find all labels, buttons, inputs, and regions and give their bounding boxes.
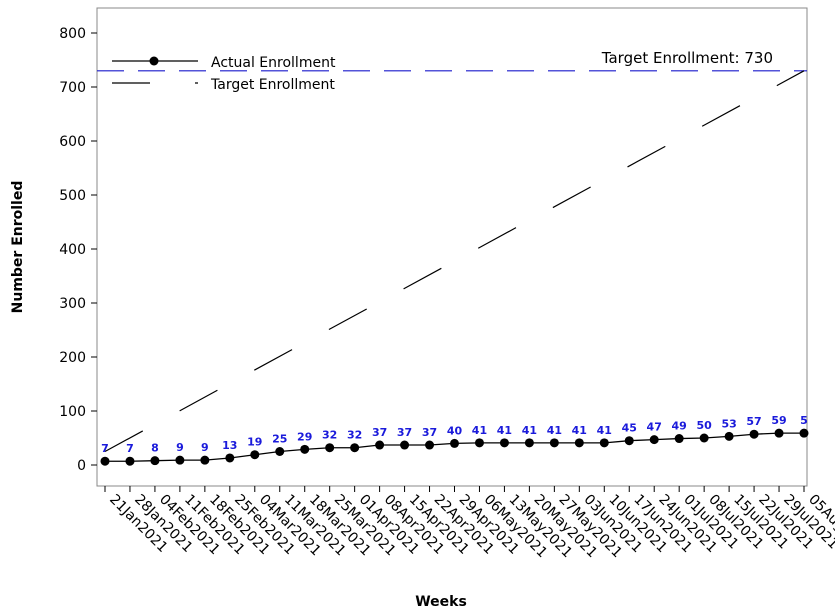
actual-point (125, 456, 135, 466)
actual-point (150, 456, 160, 466)
actual-point (474, 438, 484, 448)
data-label: 41 (597, 424, 612, 437)
reference-line-label: Target Enrollment: 730 (601, 49, 773, 67)
actual-point (624, 436, 634, 446)
y-tick-label: 100 (59, 404, 86, 420)
target-series (104, 70, 805, 453)
y-tick-label: 200 (59, 350, 86, 366)
data-label: 41 (472, 424, 487, 437)
actual-point (524, 438, 534, 448)
data-label: 53 (721, 417, 736, 430)
data-label: 37 (372, 426, 387, 439)
actual-point (799, 428, 809, 438)
target-enrollment-line (104, 70, 805, 453)
data-label: 59 (771, 414, 786, 427)
actual-point (724, 431, 734, 441)
data-label: 41 (547, 424, 562, 437)
data-label: 9 (176, 441, 184, 454)
actual-point (200, 455, 210, 465)
legend-actual-marker (149, 56, 159, 66)
data-label: 41 (522, 424, 537, 437)
data-label: 25 (272, 433, 287, 446)
actual-point (574, 438, 584, 448)
data-label: 29 (297, 430, 312, 443)
actual-point (599, 438, 609, 448)
data-label: 9 (201, 441, 209, 454)
actual-point (175, 455, 185, 465)
legend: Actual Enrollment Target Enrollment (112, 55, 336, 93)
actual-point (699, 433, 709, 443)
data-label: 47 (647, 421, 662, 434)
data-label: 7 (101, 442, 109, 455)
data-label: 41 (572, 424, 587, 437)
actual-point (774, 428, 784, 438)
y-tick-label: 800 (59, 26, 86, 42)
x-axis: 21Jan202128Jan202104Feb202111Feb202118Fe… (104, 486, 835, 561)
actual-point (225, 453, 235, 463)
y-tick-label: 700 (59, 80, 86, 96)
data-label: 45 (622, 422, 637, 435)
reference-line-group: Target Enrollment: 730 (97, 49, 807, 72)
actual-point (250, 450, 260, 460)
actual-point (325, 443, 335, 453)
data-label: 19 (247, 436, 262, 449)
x-axis-title: Weeks (415, 594, 467, 610)
data-label: 13 (222, 439, 237, 452)
data-label: 32 (347, 429, 362, 442)
actual-point (549, 438, 559, 448)
data-label: 57 (746, 415, 761, 428)
data-label: 37 (397, 426, 412, 439)
actual-point (275, 447, 285, 456)
actual-point (499, 438, 509, 448)
y-tick-label: 500 (59, 188, 86, 204)
y-tick-label: 300 (59, 296, 86, 312)
data-label: 37 (422, 426, 437, 439)
data-label: 32 (322, 429, 337, 442)
data-label: 50 (696, 419, 712, 432)
y-axis-title: Number Enrolled (10, 181, 26, 314)
actual-point (375, 440, 385, 450)
actual-point (749, 429, 759, 439)
data-labels: 7 7 8 9 9 13 19 25 29 32 32 37 37 37 40 41 41 41 41 41 41 45 4… (101, 414, 808, 455)
data-label: 7 (126, 442, 134, 455)
actual-point (300, 444, 310, 454)
legend-actual-label: Actual Enrollment (211, 55, 336, 71)
plot-frame (96, 7, 808, 487)
data-label: 5 (800, 414, 808, 427)
data-label: 41 (497, 424, 512, 437)
y-axis: 0 100 200 300 400 500 600 700 800 (59, 26, 97, 474)
actual-series (100, 428, 809, 466)
actual-point (425, 440, 435, 450)
data-label: 8 (151, 442, 159, 455)
actual-point (674, 434, 684, 444)
y-tick-label: 400 (59, 242, 86, 258)
y-tick-label: 600 (59, 134, 86, 150)
y-tick-label: 0 (77, 458, 86, 474)
actual-point (400, 440, 410, 450)
legend-target-label: Target Enrollment (210, 77, 335, 93)
data-label: 49 (672, 420, 687, 433)
actual-point (450, 438, 459, 448)
data-label: 40 (447, 424, 463, 437)
actual-point (100, 456, 110, 466)
actual-point (649, 435, 659, 445)
actual-point (350, 443, 360, 453)
